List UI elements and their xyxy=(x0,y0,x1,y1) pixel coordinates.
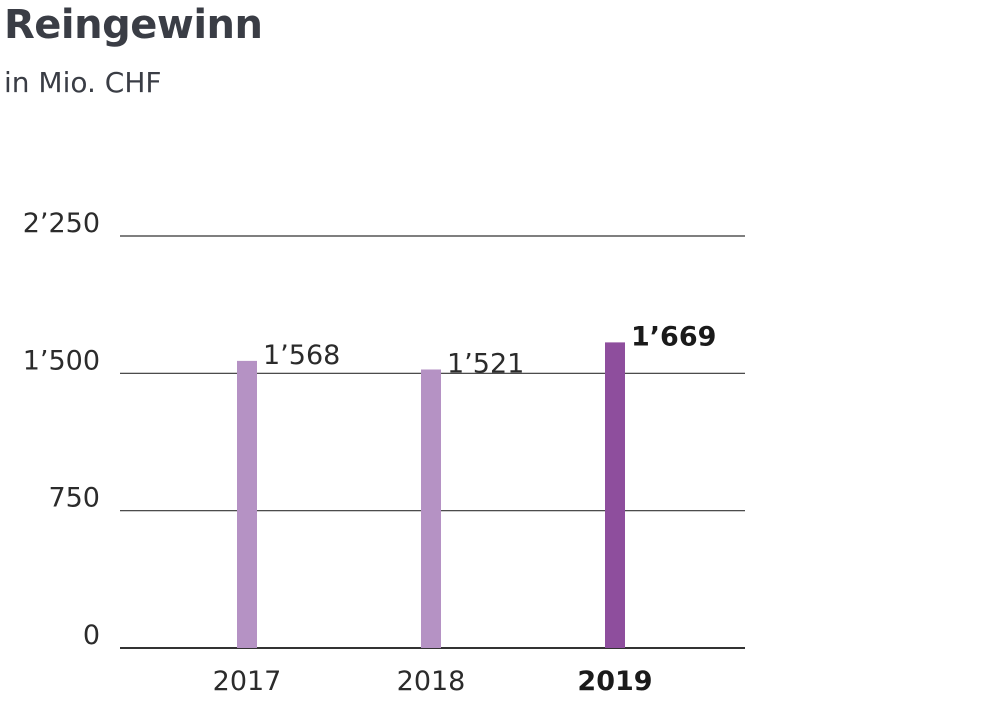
bar-2017 xyxy=(237,360,257,648)
bar-2018 xyxy=(421,369,441,648)
y-tick-label: 2’250 xyxy=(23,208,100,239)
data-label-2018: 1’521 xyxy=(447,348,524,379)
data-label-2017: 1’568 xyxy=(263,340,340,371)
x-tick-label-2017: 2017 xyxy=(213,666,282,697)
bar-2019 xyxy=(605,342,625,648)
x-tick-label-2019: 2019 xyxy=(577,666,652,697)
data-label-2019: 1’669 xyxy=(631,321,716,352)
y-axis-ticks: 0 750 1’500 2’250 xyxy=(23,208,100,651)
data-labels: 1’568 1’521 1’669 xyxy=(263,321,716,379)
chart-subtitle: in Mio. CHF xyxy=(4,66,162,99)
y-tick-label: 1’500 xyxy=(23,345,100,376)
x-tick-label-2018: 2018 xyxy=(397,666,466,697)
y-tick-label: 750 xyxy=(48,483,100,514)
bars xyxy=(237,342,625,648)
x-axis-ticks: 2017 2018 2019 xyxy=(213,666,653,697)
y-tick-label: 0 xyxy=(83,620,100,651)
chart-title: Reingewinn xyxy=(4,2,263,48)
